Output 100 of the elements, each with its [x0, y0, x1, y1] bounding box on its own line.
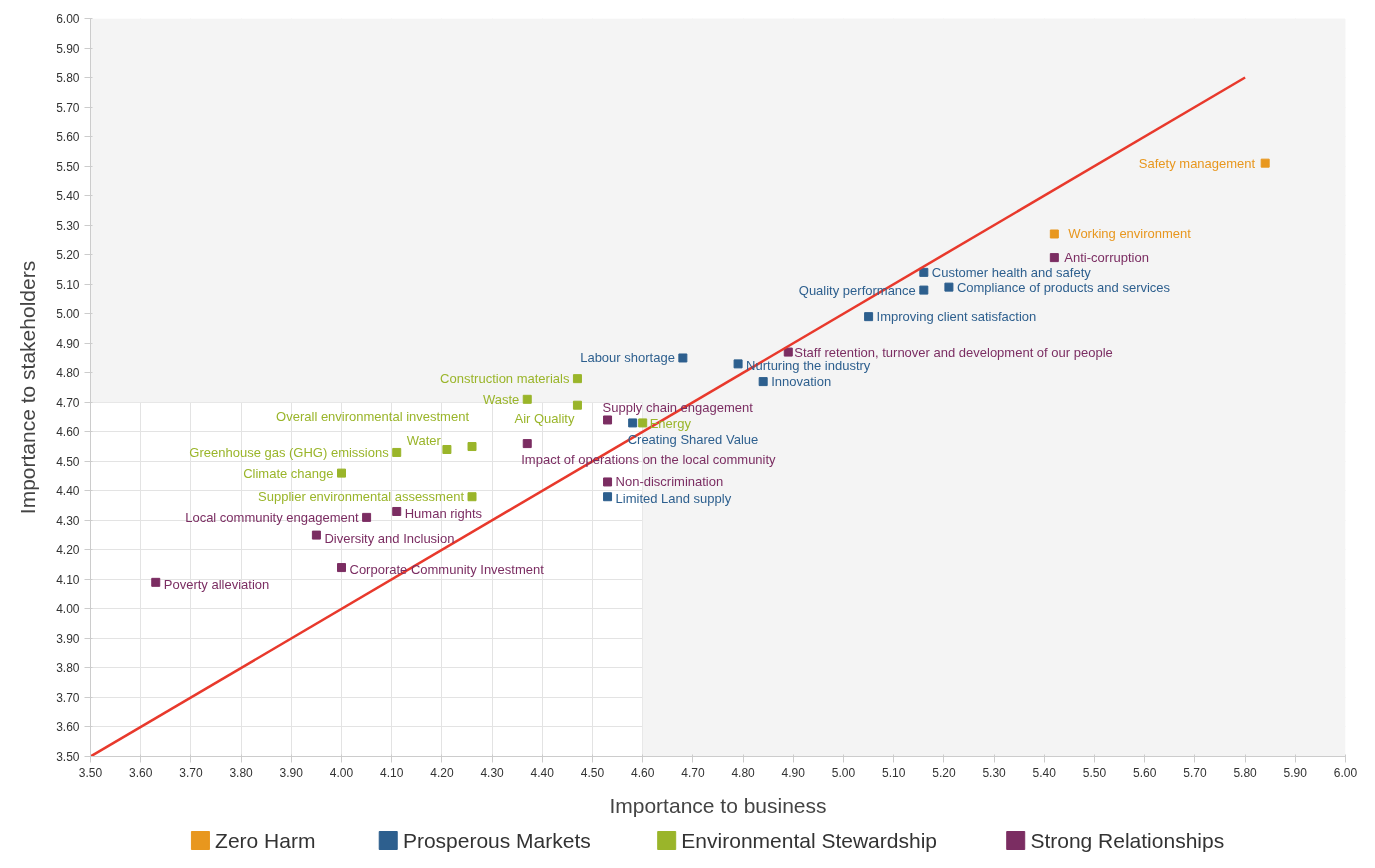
point [603, 492, 613, 502]
y-tick-label: 3.90 [56, 631, 80, 646]
y-tick-label: 5.80 [56, 71, 80, 86]
x-tick-label: 5.20 [932, 765, 956, 780]
x-tick-label: 4.50 [580, 765, 605, 780]
annotation: Safety management [1138, 155, 1256, 171]
annotation: Construction materials [440, 371, 570, 387]
y-tick-label: 3.80 [56, 661, 80, 676]
point [919, 267, 929, 277]
point [603, 477, 613, 487]
x-tick-label: 3.60 [129, 765, 153, 780]
y-tick-label: 4.20 [56, 543, 80, 558]
annotation: Improving client satisfaction [876, 309, 1037, 325]
y-axis-title: Importance to stakeholders [16, 260, 40, 515]
y-tick-label: 5.90 [56, 41, 80, 56]
point [337, 468, 346, 478]
y-tick-label: 5.30 [56, 218, 80, 233]
legend-label: Zero Harm [215, 829, 316, 852]
annotation: Non-discrimination [615, 474, 724, 490]
x-tick-label: 4.70 [681, 765, 705, 780]
x-tick-label: 4.60 [631, 765, 655, 780]
x-tick-label: 4.00 [329, 765, 354, 780]
point [467, 492, 477, 502]
annotation: Climate change [243, 465, 334, 481]
x-tick-label: 6.00 [1333, 765, 1358, 780]
point [522, 394, 532, 404]
annotation: Labour shortage [580, 350, 675, 366]
point [522, 439, 532, 449]
y-tick-label: 3.60 [56, 720, 80, 735]
annotation: Customer health and safety [931, 264, 1092, 280]
point [603, 415, 613, 425]
annotation: Compliance of products and services [956, 279, 1171, 295]
x-tick-label: 4.40 [530, 765, 555, 780]
point [362, 512, 372, 522]
annotation: Poverty alleviation [163, 576, 270, 592]
point [733, 359, 743, 369]
annotation: Working environment [1068, 226, 1192, 242]
point [758, 377, 768, 387]
point [783, 347, 793, 357]
y-tick-label: 5.60 [56, 130, 80, 145]
point [678, 353, 688, 363]
annotation: Greenhouse gas (GHG) emissions [189, 444, 390, 460]
point [919, 285, 929, 295]
point [864, 312, 874, 322]
annotation: Anti-corruption [1064, 250, 1149, 266]
annotation: Diversity and Inclusion [324, 530, 455, 546]
annotation: Creating Shared Value [627, 432, 759, 448]
x-tick-label: 5.10 [882, 765, 906, 780]
y-tick-label: 4.30 [56, 513, 80, 528]
y-tick-label: 5.00 [56, 307, 80, 322]
x-tick-label: 5.80 [1233, 765, 1258, 780]
x-tick-label: 4.80 [731, 765, 756, 780]
annotation: Corporate Community Investment [349, 562, 545, 578]
legend-label: Strong Relationships [1030, 829, 1225, 852]
x-tick-label: 5.40 [1032, 765, 1057, 780]
x-tick-label: 5.30 [982, 765, 1007, 780]
legend-label: Environmental Stewardship [681, 829, 937, 852]
x-tick-label: 3.50 [78, 765, 103, 780]
x-tick-label: 4.20 [430, 765, 454, 780]
annotation: Local community engagement [185, 509, 359, 525]
point [392, 447, 402, 457]
x-tick-label: 3.70 [179, 765, 203, 780]
y-tick-label: 5.70 [56, 100, 80, 115]
y-tick-label: 5.50 [56, 159, 80, 174]
y-tick-label: 4.80 [56, 366, 80, 381]
y-tick-label: 3.70 [56, 690, 80, 705]
point [572, 374, 582, 384]
y-tick-label: 4.40 [56, 484, 80, 499]
y-tick-label: 5.40 [56, 189, 80, 204]
x-tick-label: 5.50 [1082, 765, 1107, 780]
point [442, 444, 452, 454]
x-tick-label: 5.00 [831, 765, 856, 780]
y-tick-label: 4.00 [56, 602, 80, 617]
annotation: Staff retention, turnover and development of our people [794, 344, 1113, 360]
y-tick-label: 4.60 [56, 425, 80, 440]
point [337, 563, 346, 573]
point [572, 400, 582, 410]
x-tick-label: 5.90 [1283, 765, 1308, 780]
annotation: Limited Land supply [615, 491, 732, 507]
point [1260, 158, 1270, 168]
legend-label: Prosperous Markets [402, 829, 591, 852]
annotation: Waste [482, 391, 520, 407]
y-tick-label: 6.00 [56, 12, 80, 26]
annotation: Water [406, 432, 442, 448]
annotation: Supply chain engagement [602, 400, 754, 416]
x-tick-label: 3.90 [279, 765, 304, 780]
point [151, 577, 161, 587]
y-tick-label: 4.70 [56, 395, 80, 410]
point [311, 530, 321, 540]
x-tick-label: 3.80 [229, 765, 254, 780]
annotation: Human rights [404, 505, 483, 521]
y-tick-label: 5.20 [56, 248, 80, 263]
annotation: Supplier environmental assessment [258, 489, 465, 505]
x-axis-title: Importance to business [609, 793, 827, 817]
x-tick-label: 4.30 [480, 765, 505, 780]
point [638, 418, 648, 428]
point [944, 282, 954, 292]
annotation: Innovation [771, 374, 832, 390]
point [467, 442, 477, 452]
point [1049, 229, 1059, 239]
